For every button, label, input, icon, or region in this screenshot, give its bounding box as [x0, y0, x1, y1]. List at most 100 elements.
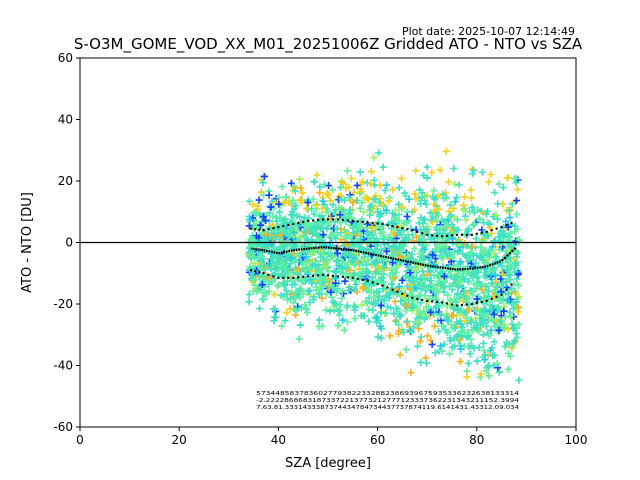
scatter-point	[272, 313, 280, 321]
scatter-point	[317, 284, 325, 292]
upper-std-dot	[426, 233, 429, 237]
scatter-point	[338, 287, 346, 295]
scatter-point	[276, 262, 284, 270]
lower-std-dot	[361, 278, 364, 282]
scatter-point	[276, 214, 284, 222]
scatter-point	[375, 288, 383, 296]
lower-std-dot	[351, 276, 354, 280]
scatter-point	[316, 276, 324, 284]
scatter-point	[334, 321, 342, 329]
scatter-point	[328, 252, 336, 260]
scatter-point	[442, 242, 450, 250]
scatter-point	[335, 311, 343, 319]
scatter-point	[423, 359, 431, 367]
scatter-point	[427, 277, 435, 285]
lower-std-dot	[287, 276, 290, 280]
scatter-point	[459, 250, 467, 258]
scatter-point	[380, 297, 388, 305]
scatter-point	[438, 216, 446, 224]
scatter-point	[316, 183, 324, 191]
scatter-point	[381, 233, 389, 241]
scatter-point	[416, 291, 424, 299]
scatter-point	[388, 219, 396, 227]
lower-std-dot	[465, 303, 469, 306]
scatter-point	[318, 224, 326, 232]
scatter-point	[442, 147, 450, 155]
lower-std-dot	[386, 286, 389, 289]
lower-std-dot	[455, 304, 459, 307]
scatter-point	[320, 218, 328, 226]
scatter-point	[409, 302, 417, 310]
scatter-point	[482, 270, 490, 278]
scatter-point	[291, 256, 299, 264]
scatter-point	[447, 211, 455, 219]
scatter-point	[430, 322, 438, 330]
scatter-point	[473, 295, 481, 303]
scatter-point	[356, 222, 364, 230]
scatter-point	[480, 305, 488, 313]
scatter-point	[462, 216, 470, 224]
scatter-point	[353, 196, 361, 204]
scatter-point	[382, 206, 390, 214]
scatter-point	[313, 231, 321, 239]
scatter-point	[454, 248, 462, 256]
scatter-point	[409, 287, 417, 295]
scatter-point	[508, 320, 516, 328]
scatter-point	[268, 197, 276, 205]
scatter-point	[456, 320, 464, 328]
scatter-point	[514, 303, 522, 311]
scatter-point	[507, 243, 515, 251]
scatter-point	[446, 334, 454, 342]
scatter-point	[356, 204, 364, 212]
scatter-point	[318, 204, 326, 212]
scatter-point	[513, 197, 521, 205]
scatter-point	[392, 215, 400, 223]
scatter-point	[266, 274, 274, 282]
scatter-point	[512, 330, 520, 338]
lower-std-dot	[500, 293, 503, 296]
scatter-point	[499, 279, 507, 287]
scatter-point	[417, 214, 425, 222]
upper-std-dot	[258, 228, 261, 231]
scatter-point	[468, 326, 476, 334]
lower-std-dot	[292, 276, 295, 280]
scatter-point	[335, 204, 343, 212]
upper-std-dot	[480, 231, 483, 234]
scatter-point	[411, 266, 419, 274]
scatter-point	[353, 228, 361, 236]
scatter-point	[347, 174, 355, 182]
lower-std-dot	[249, 268, 253, 272]
lower-std-dot	[272, 275, 275, 278]
upper-std-dot	[510, 221, 513, 225]
scatter-point	[296, 175, 304, 183]
scatter-point	[416, 250, 424, 258]
lower-std-dot	[391, 288, 394, 291]
scatter-point	[246, 215, 254, 223]
scatter-point	[395, 200, 403, 208]
scatter-point	[482, 257, 490, 265]
upper-std-dot	[356, 220, 359, 223]
upper-std-dot	[450, 234, 454, 237]
scatter-point	[279, 258, 287, 266]
lower-std-dot	[311, 274, 315, 278]
upper-std-dot	[376, 222, 379, 225]
scatter-point	[397, 311, 405, 319]
scatter-point	[331, 300, 339, 308]
scatter-point	[460, 201, 468, 209]
scatter-point	[473, 357, 481, 365]
scatter-point	[421, 310, 429, 318]
scatter-point	[395, 327, 403, 335]
lower-std-dot	[430, 300, 434, 303]
scatter-point	[515, 320, 523, 328]
scatter-point	[439, 322, 447, 330]
scatter-point	[475, 327, 483, 335]
scatter-point	[370, 293, 378, 301]
scatter-point	[366, 180, 374, 188]
scatter-point	[324, 268, 332, 276]
upper-std-dot	[455, 233, 459, 237]
scatter-point	[427, 308, 435, 316]
scatter-point	[389, 259, 397, 267]
scatter-point	[489, 352, 497, 360]
scatter-point	[372, 257, 380, 265]
scatter-point	[389, 186, 397, 194]
